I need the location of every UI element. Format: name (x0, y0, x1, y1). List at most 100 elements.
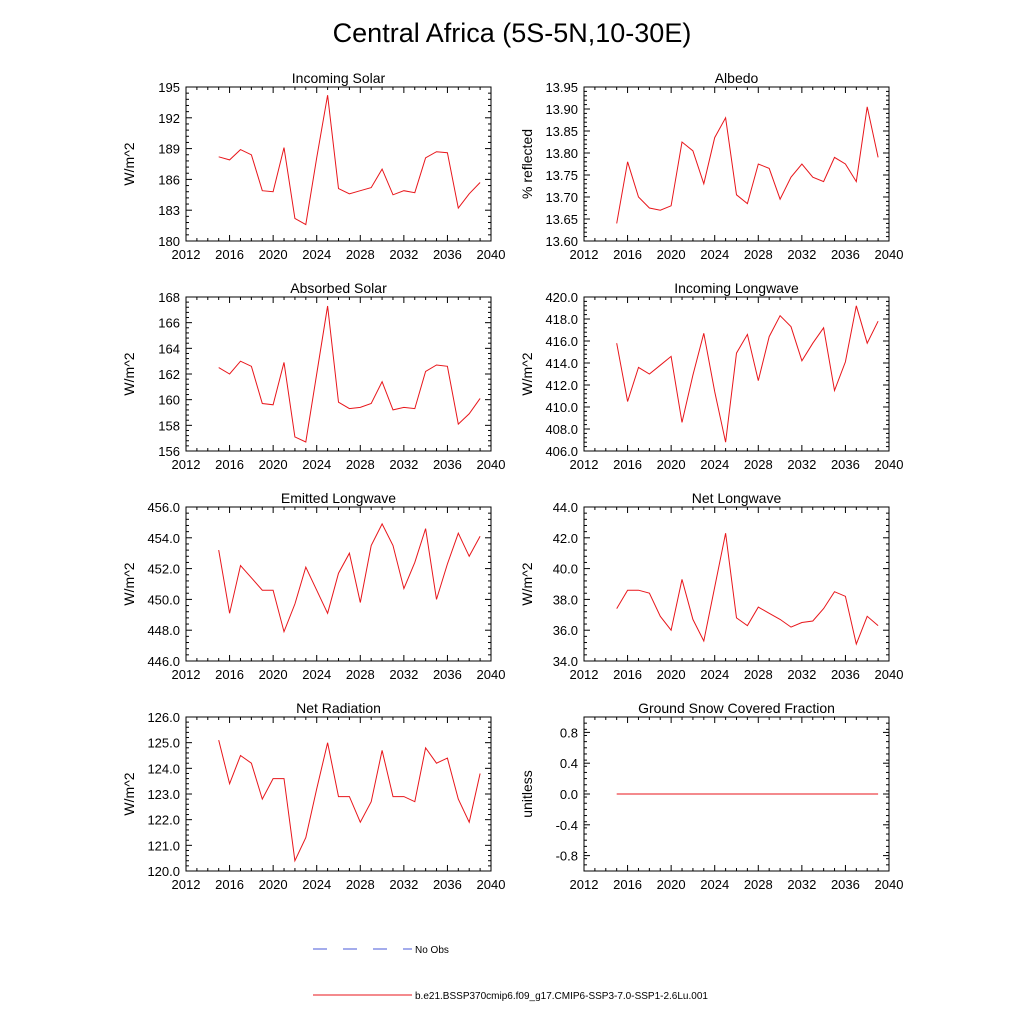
panel-title: Incoming Longwave (674, 280, 799, 296)
y-tick-label: 0.0 (560, 787, 578, 802)
y-tick-label: 408.0 (545, 422, 578, 437)
x-tick-label: 2024 (302, 877, 331, 892)
x-tick-label: 2012 (570, 877, 599, 892)
x-tick-label: 2028 (346, 457, 375, 472)
x-tick-label: 2024 (700, 667, 729, 682)
y-tick-label: 414.0 (545, 356, 578, 371)
y-tick-label: 448.0 (147, 623, 180, 638)
x-tick-label: 2016 (613, 247, 642, 262)
x-tick-label: 2040 (477, 247, 506, 262)
chart-panel: Incoming Longwave W/m^2 2012 2016 2020 2024 20… (519, 280, 903, 472)
y-tick-label: 124.0 (147, 761, 180, 776)
y-tick-label: 13.70 (545, 190, 578, 205)
x-tick-label: 2024 (700, 877, 729, 892)
x-tick-label: 2024 (700, 457, 729, 472)
x-tick-label: 2024 (302, 457, 331, 472)
y-tick-label: 13.75 (545, 168, 578, 183)
chart-panel: Ground Snow Covered Fraction unitless 2012… (519, 700, 903, 892)
y-tick-label: 125.0 (147, 736, 180, 751)
panel-title: Ground Snow Covered Fraction (638, 700, 835, 716)
y-tick-label: 13.60 (545, 234, 578, 249)
x-tick-label: 2020 (259, 457, 288, 472)
y-tick-label: 454.0 (147, 531, 180, 546)
x-tick-label: 2036 (831, 457, 860, 472)
y-tick-label: 158 (158, 418, 180, 433)
legend-model-label: b.e21.BSSP370cmip6.f09_g17.CMIP6-SSP3-7.… (415, 991, 708, 1002)
x-tick-label: 2040 (875, 667, 904, 682)
x-tick-label: 2040 (477, 667, 506, 682)
y-axis-label: W/m^2 (519, 562, 535, 605)
chart-panel: Emitted Longwave W/m^2 2012 2016 2020 2024 202… (121, 490, 505, 682)
x-tick-label: 2020 (657, 247, 686, 262)
y-tick-label: 180 (158, 234, 180, 249)
panel-title: Emitted Longwave (281, 490, 396, 506)
x-tick-label: 2012 (570, 457, 599, 472)
y-tick-label: 38.0 (553, 592, 578, 607)
series-line (218, 305, 481, 443)
x-tick-label: 2012 (570, 247, 599, 262)
panel-title: Albedo (715, 70, 759, 86)
y-tick-label: 183 (158, 203, 180, 218)
x-tick-label: 2036 (433, 457, 462, 472)
y-tick-label: 410.0 (545, 400, 578, 415)
chart-panel: Net Longwave W/m^2 2012 2016 2020 2024 2028 203… (519, 490, 903, 682)
x-tick-label: 2032 (787, 457, 816, 472)
y-axis-label: unitless (519, 770, 535, 817)
x-tick-label: 2036 (433, 247, 462, 262)
y-tick-label: 450.0 (147, 592, 180, 607)
y-tick-label: 416.0 (545, 334, 578, 349)
x-tick-label: 2028 (346, 877, 375, 892)
x-tick-label: 2020 (259, 667, 288, 682)
panel-title: Absorbed Solar (290, 280, 387, 296)
x-tick-label: 2012 (172, 247, 201, 262)
y-tick-label: -0.8 (556, 849, 578, 864)
x-tick-label: 2016 (215, 457, 244, 472)
legend-obs-label: No Obs (415, 945, 449, 956)
x-tick-label: 2032 (787, 667, 816, 682)
y-axis-label: W/m^2 (121, 772, 137, 815)
y-tick-label: 164 (158, 341, 180, 356)
y-tick-label: 120.0 (147, 864, 180, 879)
x-tick-label: 2032 (389, 877, 418, 892)
x-tick-label: 2016 (613, 667, 642, 682)
chart-panel: Albedo % reflected 2012 2016 2020 2024 2028 203… (519, 70, 903, 262)
x-tick-label: 2012 (570, 667, 599, 682)
y-tick-label: 121.0 (147, 838, 180, 853)
series-line (616, 305, 879, 443)
x-tick-label: 2040 (875, 877, 904, 892)
chart-panel: Absorbed Solar W/m^2 2012 2016 2020 2024 2028 2… (121, 280, 505, 472)
y-tick-label: 412.0 (545, 378, 578, 393)
x-tick-label: 2012 (172, 877, 201, 892)
y-tick-label: 0.8 (560, 725, 578, 740)
y-axis-label: W/m^2 (121, 142, 137, 185)
y-tick-label: 406.0 (545, 444, 578, 459)
series-line (218, 522, 481, 634)
x-tick-label: 2040 (477, 457, 506, 472)
x-tick-label: 2016 (613, 457, 642, 472)
y-tick-label: 34.0 (553, 654, 578, 669)
y-tick-label: 446.0 (147, 654, 180, 669)
y-tick-label: 162 (158, 367, 180, 382)
x-tick-label: 2028 (744, 667, 773, 682)
x-tick-label: 2020 (259, 247, 288, 262)
y-tick-label: 168 (158, 290, 180, 305)
x-tick-label: 2036 (831, 877, 860, 892)
x-tick-label: 2028 (744, 247, 773, 262)
y-tick-label: 0.4 (560, 756, 578, 771)
y-axis-label: W/m^2 (121, 562, 137, 605)
y-tick-label: 13.85 (545, 124, 578, 139)
series-line (218, 739, 481, 863)
series-line (616, 106, 879, 224)
y-tick-label: 195 (158, 80, 180, 95)
y-tick-label: 13.95 (545, 80, 578, 95)
panel-title: Incoming Solar (292, 70, 386, 86)
x-tick-label: 2016 (215, 877, 244, 892)
x-tick-label: 2020 (657, 457, 686, 472)
x-tick-label: 2036 (433, 877, 462, 892)
y-tick-label: 156 (158, 444, 180, 459)
panel-title: Net Longwave (692, 490, 782, 506)
x-tick-label: 2016 (215, 667, 244, 682)
x-tick-label: 2020 (657, 667, 686, 682)
y-tick-label: 418.0 (545, 312, 578, 327)
series-line (218, 95, 481, 226)
